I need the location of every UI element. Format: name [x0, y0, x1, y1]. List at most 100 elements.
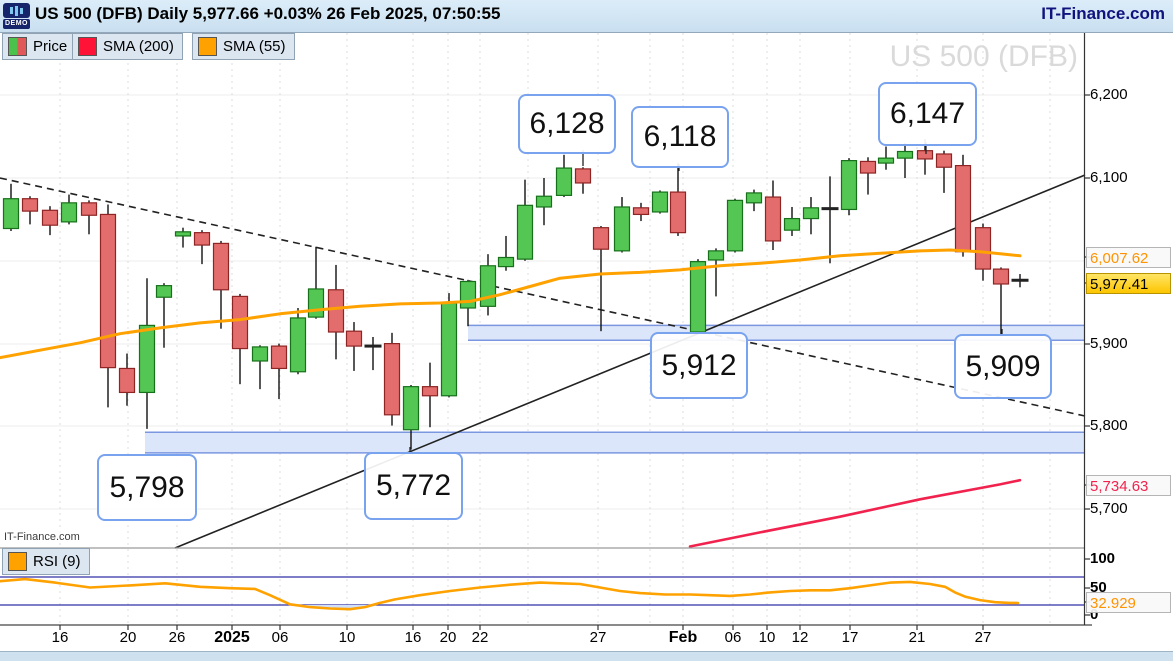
candlestick-logo-icon	[3, 3, 30, 18]
price-annotation[interactable]: 5,912	[650, 332, 748, 399]
candle-doji[interactable]	[364, 344, 382, 348]
support-zone[interactable]	[145, 432, 1085, 453]
sma55-swatch-icon	[198, 37, 217, 56]
candle-up[interactable]	[707, 250, 725, 261]
chart-footer-brand: IT-Finance.com	[2, 531, 82, 543]
candle-up[interactable]	[877, 157, 895, 164]
sma200-swatch-icon	[78, 37, 97, 56]
legend-sma200[interactable]: SMA (200)	[72, 33, 183, 60]
candle-up[interactable]	[138, 324, 156, 394]
candle-up[interactable]	[689, 261, 707, 333]
candle-up[interactable]	[555, 167, 573, 196]
candle-down[interactable]	[231, 295, 249, 350]
price-annotation[interactable]: 6,128	[518, 94, 616, 154]
candle-up[interactable]	[896, 150, 914, 159]
rsi-line[interactable]	[0, 577, 1020, 611]
legend-price-label: Price	[33, 38, 68, 55]
candle-up[interactable]	[440, 302, 458, 397]
date-axis-label: 06	[724, 629, 742, 646]
candle-up[interactable]	[2, 198, 20, 230]
candle-down[interactable]	[974, 227, 992, 270]
date-axis-label: 16	[404, 629, 422, 646]
legend-rsi[interactable]: RSI (9)	[2, 548, 90, 575]
candle-up[interactable]	[251, 346, 269, 362]
candle-up[interactable]	[802, 207, 820, 220]
legend-rsi-label: RSI (9)	[33, 553, 81, 570]
trendline-solid[interactable]	[174, 174, 1086, 549]
candle-down[interactable]	[592, 227, 610, 250]
legend-sma55[interactable]: SMA (55)	[192, 33, 295, 60]
candle-doji[interactable]	[821, 207, 839, 211]
candle-down[interactable]	[345, 330, 363, 347]
candle-up[interactable]	[307, 288, 325, 318]
candle-up[interactable]	[613, 206, 631, 252]
brand-link[interactable]: IT-Finance.com	[1041, 4, 1165, 23]
candle-down[interactable]	[80, 202, 98, 216]
price-axis-label: 6,100	[1090, 169, 1128, 186]
candle-down[interactable]	[669, 191, 687, 234]
price-swatch-icon	[8, 37, 27, 56]
legend-sma200-label: SMA (200)	[103, 38, 174, 55]
sma55-line[interactable]	[0, 248, 1022, 360]
price-annotation[interactable]: 6,147	[878, 82, 977, 146]
candle-up[interactable]	[840, 160, 858, 211]
date-axis-label: 26	[168, 629, 186, 646]
sma55-value-badge: 6,007.62	[1086, 246, 1171, 268]
candle-down[interactable]	[574, 168, 592, 184]
candle-up[interactable]	[174, 231, 192, 237]
candle-down[interactable]	[41, 209, 59, 226]
date-axis-label: 12	[791, 629, 809, 646]
candle-up[interactable]	[783, 217, 801, 231]
instrument-title: US 500 (DFB) Daily 5,977.66 +0.03% 26 Fe…	[35, 4, 501, 23]
demo-badge: DEMO	[3, 19, 30, 29]
candle-up[interactable]	[459, 280, 477, 309]
rsi-value-badge: 32.929	[1086, 591, 1171, 613]
candle-down[interactable]	[764, 196, 782, 242]
candle-up[interactable]	[497, 256, 515, 268]
demo-account-icon: DEMO	[3, 3, 30, 29]
legend-price[interactable]: Price	[2, 33, 77, 60]
candle-down[interactable]	[632, 207, 650, 216]
candle-up[interactable]	[726, 199, 744, 252]
support-zone[interactable]	[468, 325, 1085, 341]
candle-up[interactable]	[479, 265, 497, 307]
price-axis-label: 6,200	[1090, 86, 1128, 103]
candle-down[interactable]	[21, 198, 39, 212]
candle-up[interactable]	[745, 192, 763, 204]
price-annotation[interactable]: 5,772	[364, 452, 463, 520]
trendline-dashed[interactable]	[0, 177, 1086, 417]
date-axis-label: Feb	[668, 629, 698, 646]
price-annotation[interactable]: 5,798	[97, 454, 197, 521]
candle-up[interactable]	[60, 202, 78, 223]
candle-down[interactable]	[992, 268, 1010, 285]
candle-up[interactable]	[289, 317, 307, 373]
candle-down[interactable]	[954, 164, 972, 253]
candle-up[interactable]	[402, 386, 420, 431]
candle-up[interactable]	[516, 204, 534, 260]
candle-up[interactable]	[155, 285, 173, 298]
chart-watermark: US 500 (DFB)	[889, 40, 1078, 73]
date-axis-label: 06	[271, 629, 289, 646]
candle-up[interactable]	[535, 195, 553, 208]
candle-down[interactable]	[99, 213, 117, 369]
candle-down[interactable]	[118, 367, 136, 394]
date-axis-label: 27	[589, 629, 607, 646]
candle-down[interactable]	[270, 345, 288, 370]
candle-up[interactable]	[651, 191, 669, 213]
price-annotation[interactable]: 5,909	[954, 334, 1052, 399]
price-annotation[interactable]: 6,118	[631, 106, 729, 168]
candle-down[interactable]	[327, 289, 345, 333]
candle-down[interactable]	[916, 150, 934, 160]
candle-down[interactable]	[212, 242, 230, 291]
sma200-line[interactable]	[688, 478, 1022, 548]
candle-down[interactable]	[935, 153, 953, 168]
date-axis-label: 20	[119, 629, 137, 646]
price-axis-label: 5,700	[1090, 500, 1128, 517]
candle-down[interactable]	[421, 386, 439, 397]
candle-down[interactable]	[193, 232, 211, 246]
candle-down[interactable]	[383, 343, 401, 416]
rsi-axis-label: 100	[1090, 550, 1116, 567]
candle-down[interactable]	[859, 160, 877, 174]
candle-doji[interactable]	[1011, 278, 1029, 282]
